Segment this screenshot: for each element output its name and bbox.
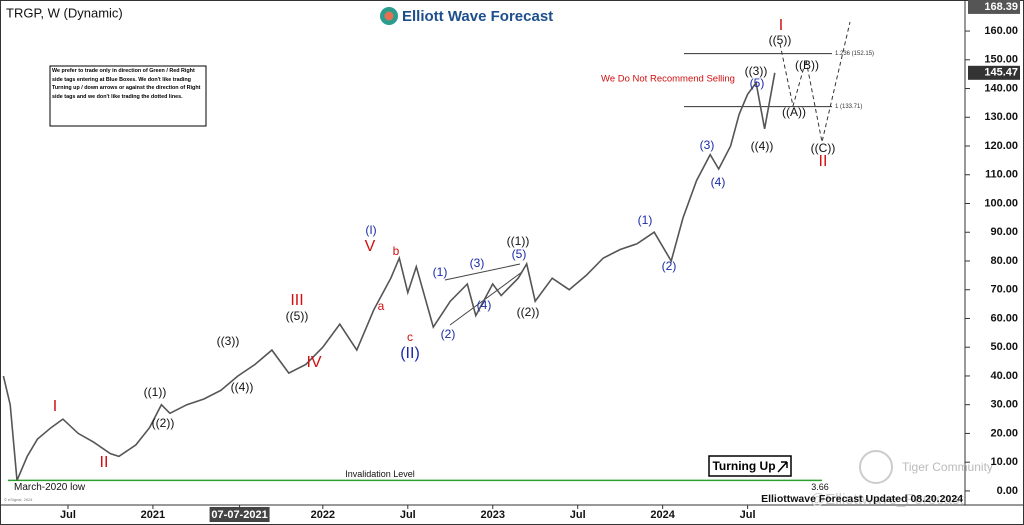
- wave-label: (2): [662, 259, 677, 273]
- wave-label: ((C)): [811, 141, 836, 155]
- y-tick-label: 130.00: [984, 111, 1018, 123]
- price-tag-label: 145.47: [984, 67, 1018, 79]
- price-tag: [968, 65, 1020, 80]
- channel-line: [444, 263, 521, 281]
- wave-label: (4): [477, 298, 492, 312]
- wave-label: ((2)): [152, 416, 175, 430]
- wave-label: (4): [711, 175, 726, 189]
- wave-label: (I): [365, 223, 376, 237]
- fib-level-label: 1 (133.71): [835, 104, 862, 110]
- wave-label: II: [819, 153, 828, 170]
- symbol: TRGP, W (Dynamic): [6, 5, 123, 20]
- wave-label: ((4)): [231, 380, 254, 394]
- wave-label: ((1)): [144, 385, 167, 399]
- logo: Elliott Wave Forecast: [402, 8, 553, 25]
- march-low: March-2020 low: [14, 482, 86, 493]
- watermark-logo: [859, 450, 893, 484]
- y-tick-label: 20.00: [990, 427, 1018, 439]
- turning-arrow: [777, 461, 788, 473]
- footer: Elliottwave Forecast Updated 08.20.2024: [761, 493, 963, 505]
- warning: We Do Not Recommend Selling: [601, 74, 735, 85]
- invalidation-value: 3.66: [811, 482, 829, 492]
- y-tick-label: 90.00: [990, 226, 1018, 238]
- y-tick-label: 150.00: [984, 54, 1018, 66]
- x-tick-label: 2024: [650, 509, 675, 521]
- note-box: [49, 65, 207, 127]
- turning-box: [708, 455, 792, 477]
- wave-label: (2): [441, 327, 456, 341]
- y-tick-label: 60.00: [990, 312, 1018, 324]
- y-tick-label: 100.00: [984, 197, 1018, 209]
- y-tick-label: 30.00: [990, 399, 1018, 411]
- wave-label: I: [53, 398, 57, 415]
- copyright: © eSignal, 2024: [4, 497, 33, 502]
- wave-label: ((A)): [782, 105, 806, 119]
- channel-line: [449, 271, 523, 326]
- price-tag-label: 168.39: [984, 1, 1018, 13]
- x-tick-label: Jul: [60, 509, 76, 521]
- y-tick-label: 120.00: [984, 140, 1018, 152]
- x-tick-highlight: [209, 507, 270, 522]
- wave-label: (II): [400, 345, 420, 362]
- note: We prefer to trade only in direction of …: [52, 68, 201, 100]
- projection-path: [779, 21, 851, 143]
- wave-label: V: [365, 238, 376, 255]
- wave-label: b: [393, 244, 400, 258]
- y-tick-label: 40.00: [990, 370, 1018, 382]
- invalidation-text: Invalidation Level: [345, 469, 415, 479]
- wave-label: (1): [638, 213, 653, 227]
- y-tick-label: 110.00: [985, 169, 1018, 181]
- wave-label: ((3)): [217, 334, 240, 348]
- watermark: @Elliottwave_Forecast: [810, 491, 964, 508]
- wave-label: I: [779, 17, 783, 34]
- x-tick-label: 2021: [141, 509, 165, 521]
- wave-label: ((3)): [745, 64, 768, 78]
- y-tick-label: 50.00: [990, 341, 1018, 353]
- wave-label: ((B)): [795, 58, 819, 72]
- wave-label: (1): [433, 265, 448, 279]
- wave-label: II: [100, 454, 109, 471]
- watermark: Tiger Community: [902, 460, 993, 474]
- note-text: We prefer to trade only in direction of …: [52, 68, 201, 100]
- wave-label: (5): [512, 247, 527, 261]
- wave-label: III: [290, 292, 303, 309]
- x-tick-label: Jul: [740, 509, 756, 521]
- y-tick-label: 10.00: [990, 456, 1018, 468]
- y-tick-label: 140.00: [984, 82, 1018, 94]
- wave-label: ((4)): [751, 139, 774, 153]
- wave-label: c: [407, 330, 413, 344]
- price-tag: [968, 0, 1020, 14]
- wave-label: ((5)): [286, 309, 309, 323]
- x-tick-label: 2023: [481, 509, 505, 521]
- turning-label: Turning Up: [712, 459, 775, 473]
- y-tick-label: 70.00: [990, 284, 1018, 296]
- wave-label: (3): [470, 256, 485, 270]
- wave-label: (5): [750, 76, 765, 90]
- x-tick-label: Jul: [570, 509, 586, 521]
- fib-level-label: 1.236 (152.15): [835, 51, 874, 57]
- x-tick-label: Jul: [400, 509, 416, 521]
- wave-label: IV: [306, 354, 321, 371]
- x-tick-label: 07-07-2021: [211, 509, 267, 521]
- wave-label: (3): [700, 138, 715, 152]
- y-tick-label: 80.00: [990, 255, 1018, 267]
- wave-label: ((1)): [507, 234, 530, 248]
- wave-label: a: [378, 299, 385, 313]
- price-line: [2, 72, 776, 481]
- x-tick-label: 2022: [311, 509, 335, 521]
- y-tick-label: 160.00: [984, 25, 1018, 37]
- logo-icon-inner: [384, 11, 394, 21]
- y-tick-label: 0.00: [997, 485, 1018, 497]
- wave-label: ((2)): [517, 305, 540, 319]
- wave-label: ((5)): [769, 33, 792, 47]
